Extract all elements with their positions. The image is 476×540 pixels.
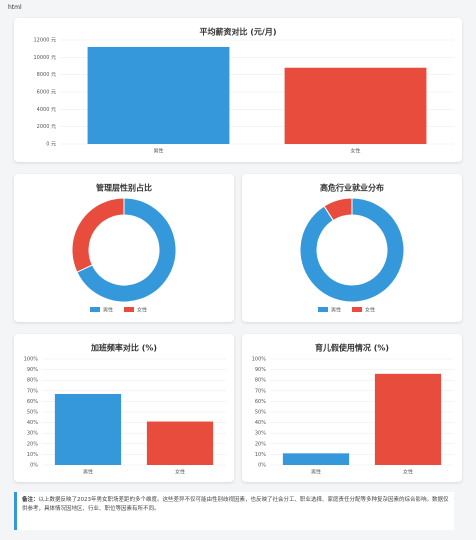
y-tick-label: 10%	[255, 452, 266, 458]
y-tick-label: 4000 元	[37, 107, 56, 113]
y-tick-label: 40%	[255, 420, 266, 426]
note-text: 以上数据反映了2023年男女职场差距的多个维度。这些差异不仅可能由性别歧视因素，…	[22, 497, 449, 512]
pie-slice	[323, 197, 353, 222]
bar	[87, 46, 230, 144]
legend-swatch	[352, 307, 362, 312]
y-tick-label: 10%	[27, 452, 38, 458]
x-tick-label: 男性	[311, 469, 321, 476]
y-tick-label: 30%	[27, 431, 38, 437]
y-tick-label: 60%	[255, 399, 266, 405]
note: 备注：以上数据反映了2023年男女职场差距的多个维度。这些差异不仅可能由性别歧视…	[14, 492, 454, 530]
legend-label: 男性	[331, 307, 341, 314]
pie-slice	[71, 197, 125, 273]
chart-title: 平均薪资对比 (元/月)	[199, 27, 276, 37]
legend-swatch	[90, 307, 100, 312]
y-tick-label: 30%	[255, 431, 266, 437]
y-tick-label: 6000 元	[37, 90, 56, 96]
chart-title: 育儿假使用情况 (%)	[315, 343, 389, 353]
y-tick-label: 20%	[255, 441, 266, 447]
y-tick-label: 50%	[27, 410, 38, 416]
chart-title: 管理层性别占比	[96, 183, 152, 193]
y-tick-label: 70%	[255, 388, 266, 394]
chart-card: 平均薪资对比 (元/月) 0 元 2000 元 4000 元 6000 元 8000 元 1…	[14, 18, 462, 162]
y-tick-label: 40%	[27, 420, 38, 426]
y-tick-label: 70%	[27, 388, 38, 394]
x-tick-label: 男性	[153, 148, 163, 155]
note-label: 备注：	[22, 497, 39, 503]
y-tick-label: 0%	[30, 463, 38, 469]
x-tick-label: 女性	[350, 148, 360, 155]
y-tick-label: 80%	[255, 378, 266, 384]
y-tick-label: 60%	[27, 399, 38, 405]
x-tick-label: 女性	[175, 469, 185, 476]
bar	[374, 373, 442, 465]
y-tick-label: 90%	[27, 367, 38, 373]
legend-swatch	[124, 307, 134, 312]
y-tick-label: 10000 元	[34, 55, 57, 61]
x-tick-label: 女性	[403, 469, 413, 476]
y-tick-label: 100%	[252, 357, 267, 363]
page-label: html	[8, 4, 22, 11]
y-tick-label: 100%	[24, 357, 39, 363]
bar	[282, 453, 350, 465]
pie-slice	[76, 197, 177, 303]
bar	[146, 421, 214, 465]
y-tick-label: 80%	[27, 378, 38, 384]
bar	[54, 393, 122, 465]
y-tick-label: 90%	[255, 367, 266, 373]
chart-card: 育儿假使用情况 (%) 0% 10% 20% 30% 40% 50% 60% 70% 80% 90%…	[242, 334, 462, 482]
y-tick-label: 50%	[255, 410, 266, 416]
y-tick-label: 12000 元	[34, 38, 57, 44]
pie-slice	[299, 197, 405, 303]
bar	[284, 67, 427, 144]
legend-label: 男性	[103, 307, 113, 314]
y-tick-label: 2000 元	[37, 124, 56, 130]
legend-swatch	[318, 307, 328, 312]
y-tick-label: 20%	[27, 441, 38, 447]
x-tick-label: 男性	[83, 469, 93, 476]
y-tick-label: 0 元	[46, 142, 56, 148]
legend-label: 女性	[365, 307, 375, 314]
chart-card: 加班频率对比 (%) 0% 10% 20% 30% 40% 50% 60% 70% 80% 90% 1…	[14, 334, 234, 482]
y-tick-label: 8000 元	[37, 72, 56, 78]
chart-title: 高危行业就业分布	[320, 183, 384, 193]
y-tick-label: 0%	[258, 463, 266, 469]
legend-label: 女性	[137, 307, 147, 314]
chart-title: 加班频率对比 (%)	[90, 343, 157, 353]
